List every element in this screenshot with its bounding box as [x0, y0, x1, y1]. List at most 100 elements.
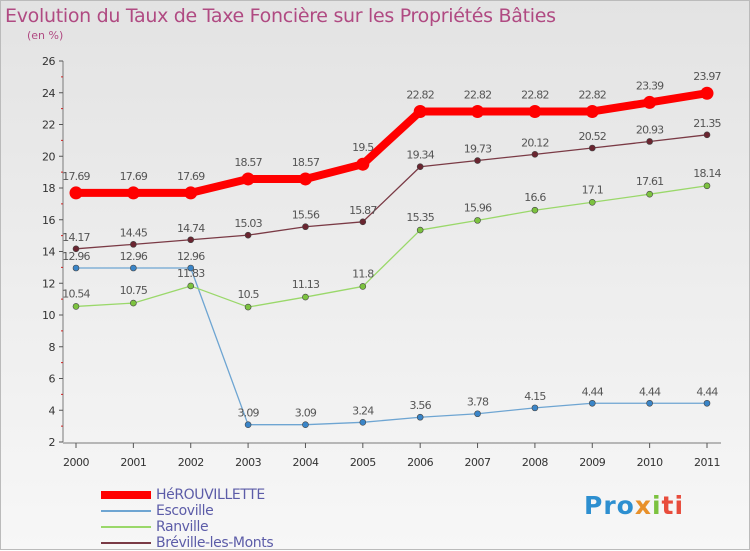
legend-swatch-escoville: [101, 510, 151, 512]
legend-swatch-herouvillette: [101, 491, 151, 499]
legend-label-breville: Bréville-les-Monts: [156, 535, 274, 551]
data-point: [416, 226, 424, 234]
data-label: 4.44: [639, 385, 661, 398]
data-label: 3.09: [295, 407, 317, 420]
data-point: [187, 264, 195, 272]
data-label: 14.74: [177, 222, 205, 235]
data-point: [643, 95, 657, 109]
data-point: [703, 182, 711, 190]
data-label: 22.82: [406, 88, 434, 101]
data-label: 18.57: [292, 156, 320, 169]
legend-label-ranville: Ranville: [156, 519, 209, 535]
data-point: [703, 131, 711, 139]
data-label: 17.69: [62, 170, 90, 183]
x-tick-label: 2004: [292, 456, 318, 469]
chart-data-labels: 17.69 17.69 17.69 18.57 18.57 19.5 22.82 22.82 2…: [62, 70, 722, 420]
data-label: 17.61: [636, 175, 664, 188]
x-tick-label: 2002: [178, 456, 204, 469]
x-tick-label: 2005: [350, 456, 376, 469]
data-label: 12.96: [120, 250, 148, 263]
y-tick-label: 20: [42, 150, 55, 163]
data-point: [531, 404, 539, 412]
data-point: [244, 231, 252, 239]
y-tick-label: 8: [49, 341, 56, 354]
data-point: [471, 104, 485, 118]
data-point: [585, 104, 599, 118]
data-point: [474, 157, 481, 164]
data-point: [184, 186, 198, 200]
series-line: [75, 134, 708, 250]
data-point: [72, 245, 80, 253]
data-point: [72, 264, 80, 272]
data-point: [531, 151, 539, 158]
data-point: [187, 236, 195, 244]
data-point: [359, 419, 367, 426]
data-point: [72, 303, 80, 310]
data-point: [646, 190, 653, 198]
data-point: [474, 217, 481, 224]
data-point: [298, 172, 312, 186]
y-tick-label: 22: [42, 119, 55, 132]
data-label: 10.75: [120, 284, 148, 297]
data-label: 12.96: [62, 250, 90, 263]
data-label: 21.35: [693, 117, 721, 130]
data-label: 19.34: [406, 149, 434, 162]
data-label: 11.83: [177, 267, 205, 280]
data-point: [528, 104, 542, 118]
series-line: [75, 185, 708, 308]
data-label: 3.56: [410, 399, 432, 412]
data-point: [531, 206, 539, 214]
data-point: [69, 186, 83, 200]
x-tick-label: 2006: [407, 456, 433, 469]
y-tick-label: 12: [42, 277, 55, 290]
data-point: [241, 172, 255, 186]
y-tick-label: 18: [42, 182, 55, 195]
y-tick-label: 6: [49, 373, 56, 386]
y-tick-label: 14: [42, 246, 55, 259]
data-label: 15.35: [406, 211, 434, 224]
data-point: [416, 163, 424, 171]
data-label: 12.96: [177, 250, 205, 263]
data-point: [359, 218, 367, 226]
data-point: [416, 413, 424, 421]
y-tick-label: 2: [49, 436, 56, 449]
data-label: 3.24: [352, 404, 374, 417]
data-point: [356, 157, 370, 171]
data-point: [302, 223, 309, 231]
data-label: 18.57: [234, 156, 262, 169]
data-point: [187, 282, 195, 290]
data-point: [302, 421, 309, 428]
data-label: 14.17: [62, 231, 90, 244]
data-label: 20.93: [636, 123, 664, 136]
data-label: 17.1: [582, 183, 603, 196]
data-point: [588, 399, 596, 407]
data-label: 10.54: [62, 287, 90, 300]
y-tick-label: 24: [42, 87, 55, 100]
proxiti-logo: Proxiti: [584, 491, 685, 520]
data-point: [474, 410, 481, 418]
data-label: 15.56: [292, 209, 320, 222]
chart-subtitle: (en %): [27, 29, 64, 42]
data-label: 17.69: [177, 170, 205, 183]
data-point: [413, 104, 427, 118]
data-point: [588, 198, 596, 206]
data-label: 15.96: [464, 201, 492, 214]
series-line: [75, 267, 708, 426]
data-label: 14.45: [120, 226, 148, 239]
data-label: 19.73: [464, 143, 492, 156]
data-point: [646, 138, 653, 145]
data-point: [130, 264, 137, 272]
data-label: 11.8: [352, 267, 374, 280]
data-label: 10.5: [237, 288, 259, 301]
data-label: 3.78: [467, 396, 489, 409]
data-label: 20.12: [521, 136, 549, 149]
data-label: 4.15: [524, 390, 546, 403]
data-point: [588, 144, 596, 152]
x-tick-label: 2000: [63, 456, 89, 469]
data-point: [130, 299, 137, 307]
data-point: [646, 399, 653, 407]
data-label: 19.5: [352, 141, 374, 154]
